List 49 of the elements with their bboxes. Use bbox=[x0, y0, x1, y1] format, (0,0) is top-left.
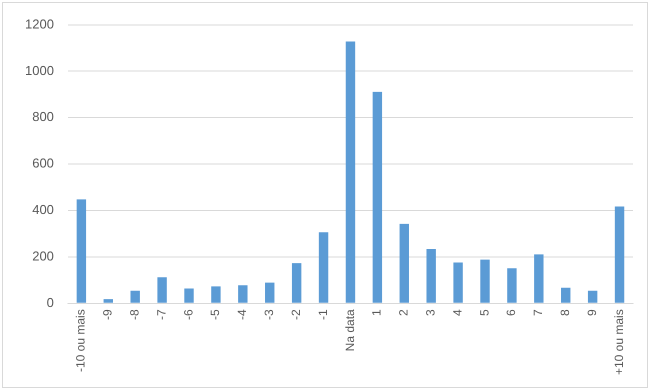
x-tick-label: -4 bbox=[235, 308, 250, 320]
x-tick-label: -5 bbox=[208, 308, 222, 320]
bar bbox=[614, 206, 624, 303]
bar bbox=[157, 277, 167, 303]
y-tick-label: 0 bbox=[46, 294, 54, 310]
bar bbox=[211, 286, 221, 303]
y-tick-label: 1200 bbox=[25, 16, 54, 32]
x-tick-label: 9 bbox=[584, 308, 599, 316]
x-tick-label: Na data bbox=[342, 308, 357, 352]
bar bbox=[318, 232, 328, 303]
bar bbox=[372, 92, 382, 303]
x-tick-label: 7 bbox=[531, 308, 546, 316]
bar bbox=[453, 262, 463, 303]
bar bbox=[265, 282, 274, 303]
bar bbox=[534, 254, 544, 303]
x-tick-label: 8 bbox=[558, 308, 572, 316]
bar bbox=[130, 290, 140, 303]
bar bbox=[346, 42, 356, 303]
y-tick-label: 800 bbox=[32, 109, 54, 124]
x-tick-label: 4 bbox=[450, 308, 464, 316]
y-tick-label: 400 bbox=[32, 202, 54, 218]
bar bbox=[561, 288, 570, 303]
x-tick-label: -1 bbox=[316, 308, 330, 320]
x-tick-label: -3 bbox=[262, 308, 276, 320]
y-tick-label: 600 bbox=[32, 156, 54, 171]
bar bbox=[292, 263, 302, 303]
x-tick-label: -10 ou mais bbox=[74, 309, 88, 372]
bar bbox=[588, 290, 598, 303]
x-tick-label: 1 bbox=[370, 308, 384, 316]
x-tick-label: -8 bbox=[128, 308, 142, 320]
x-tick-label: 6 bbox=[504, 308, 518, 316]
x-tick-label: 3 bbox=[424, 308, 438, 316]
bar bbox=[400, 224, 409, 303]
x-tick-label: +10 ou mais bbox=[612, 309, 626, 376]
y-tick-label: 1000 bbox=[25, 62, 54, 78]
x-tick-label: -7 bbox=[154, 308, 168, 320]
x-tick-label: 5 bbox=[477, 308, 492, 316]
x-tick-label: -9 bbox=[100, 308, 115, 320]
x-tick-label: -2 bbox=[288, 308, 303, 320]
bar bbox=[104, 299, 113, 303]
x-tick-label: 2 bbox=[396, 308, 411, 316]
y-tick-label: 200 bbox=[32, 248, 54, 264]
bar bbox=[426, 248, 436, 303]
bar bbox=[238, 285, 248, 303]
x-tick-label: -6 bbox=[181, 308, 196, 320]
bar bbox=[507, 268, 517, 303]
bar bbox=[480, 260, 490, 303]
bar bbox=[76, 199, 86, 303]
bar bbox=[184, 288, 194, 303]
